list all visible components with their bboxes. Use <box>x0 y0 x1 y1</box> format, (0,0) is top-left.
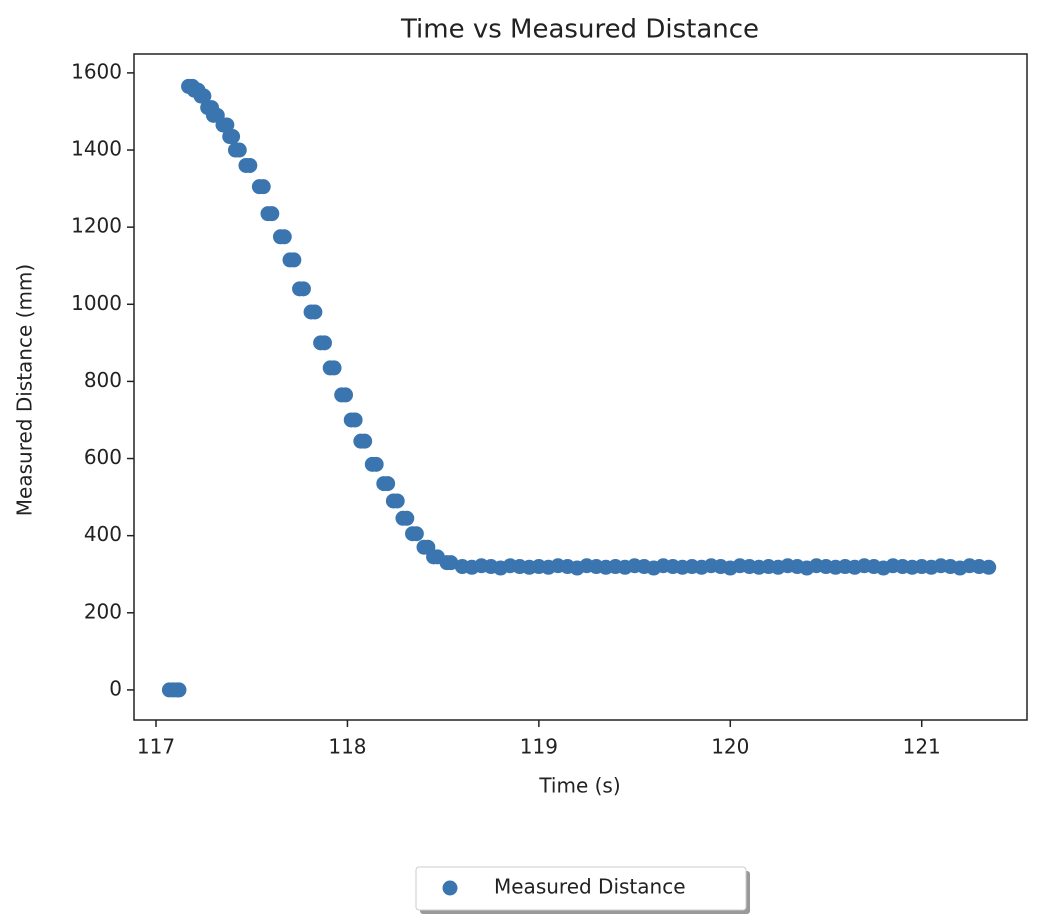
data-point <box>307 304 323 320</box>
data-point <box>225 129 241 145</box>
data-point <box>255 179 271 195</box>
y-tick-label: 600 <box>84 445 122 469</box>
data-point <box>171 682 187 698</box>
data-point <box>408 526 424 542</box>
data-point <box>326 360 342 376</box>
data-point <box>242 157 258 173</box>
chart-title: Time vs Measured Distance <box>400 15 759 45</box>
data-point <box>338 387 354 403</box>
legend-box <box>415 866 747 911</box>
data-point <box>389 493 405 509</box>
data-point <box>276 229 292 245</box>
x-tick-label: 120 <box>711 735 749 759</box>
x-axis-label: Time (s) <box>538 774 620 798</box>
y-tick-label: 1400 <box>71 137 122 161</box>
data-point <box>380 476 396 492</box>
data-point <box>196 88 212 104</box>
legend-label: Measured Distance <box>494 875 686 899</box>
data-point <box>357 433 373 449</box>
x-tick-label: 118 <box>328 735 366 759</box>
x-tick-label: 119 <box>520 735 558 759</box>
y-tick-label: 0 <box>109 676 122 700</box>
legend-marker <box>442 880 458 896</box>
x-tick-label: 117 <box>137 735 175 759</box>
data-point <box>443 555 459 571</box>
data-point <box>399 510 415 526</box>
y-tick-label: 1200 <box>71 214 122 238</box>
data-point <box>295 281 311 297</box>
data-point <box>286 252 302 268</box>
data-point <box>219 117 235 133</box>
y-tick-label: 800 <box>84 368 122 392</box>
plot-frame <box>133 53 1028 721</box>
x-tick-label: 121 <box>903 735 941 759</box>
data-point <box>981 559 997 575</box>
data-point <box>264 206 280 222</box>
data-point <box>347 412 363 428</box>
y-tick-label: 1000 <box>71 291 122 315</box>
y-tick-label: 400 <box>84 522 122 546</box>
data-point <box>368 456 384 472</box>
y-axis-label: Measured Distance (mm) <box>13 264 37 516</box>
data-point <box>316 335 332 351</box>
y-tick-label: 200 <box>84 599 122 623</box>
y-tick-label: 1600 <box>71 59 122 83</box>
data-point <box>231 142 247 158</box>
